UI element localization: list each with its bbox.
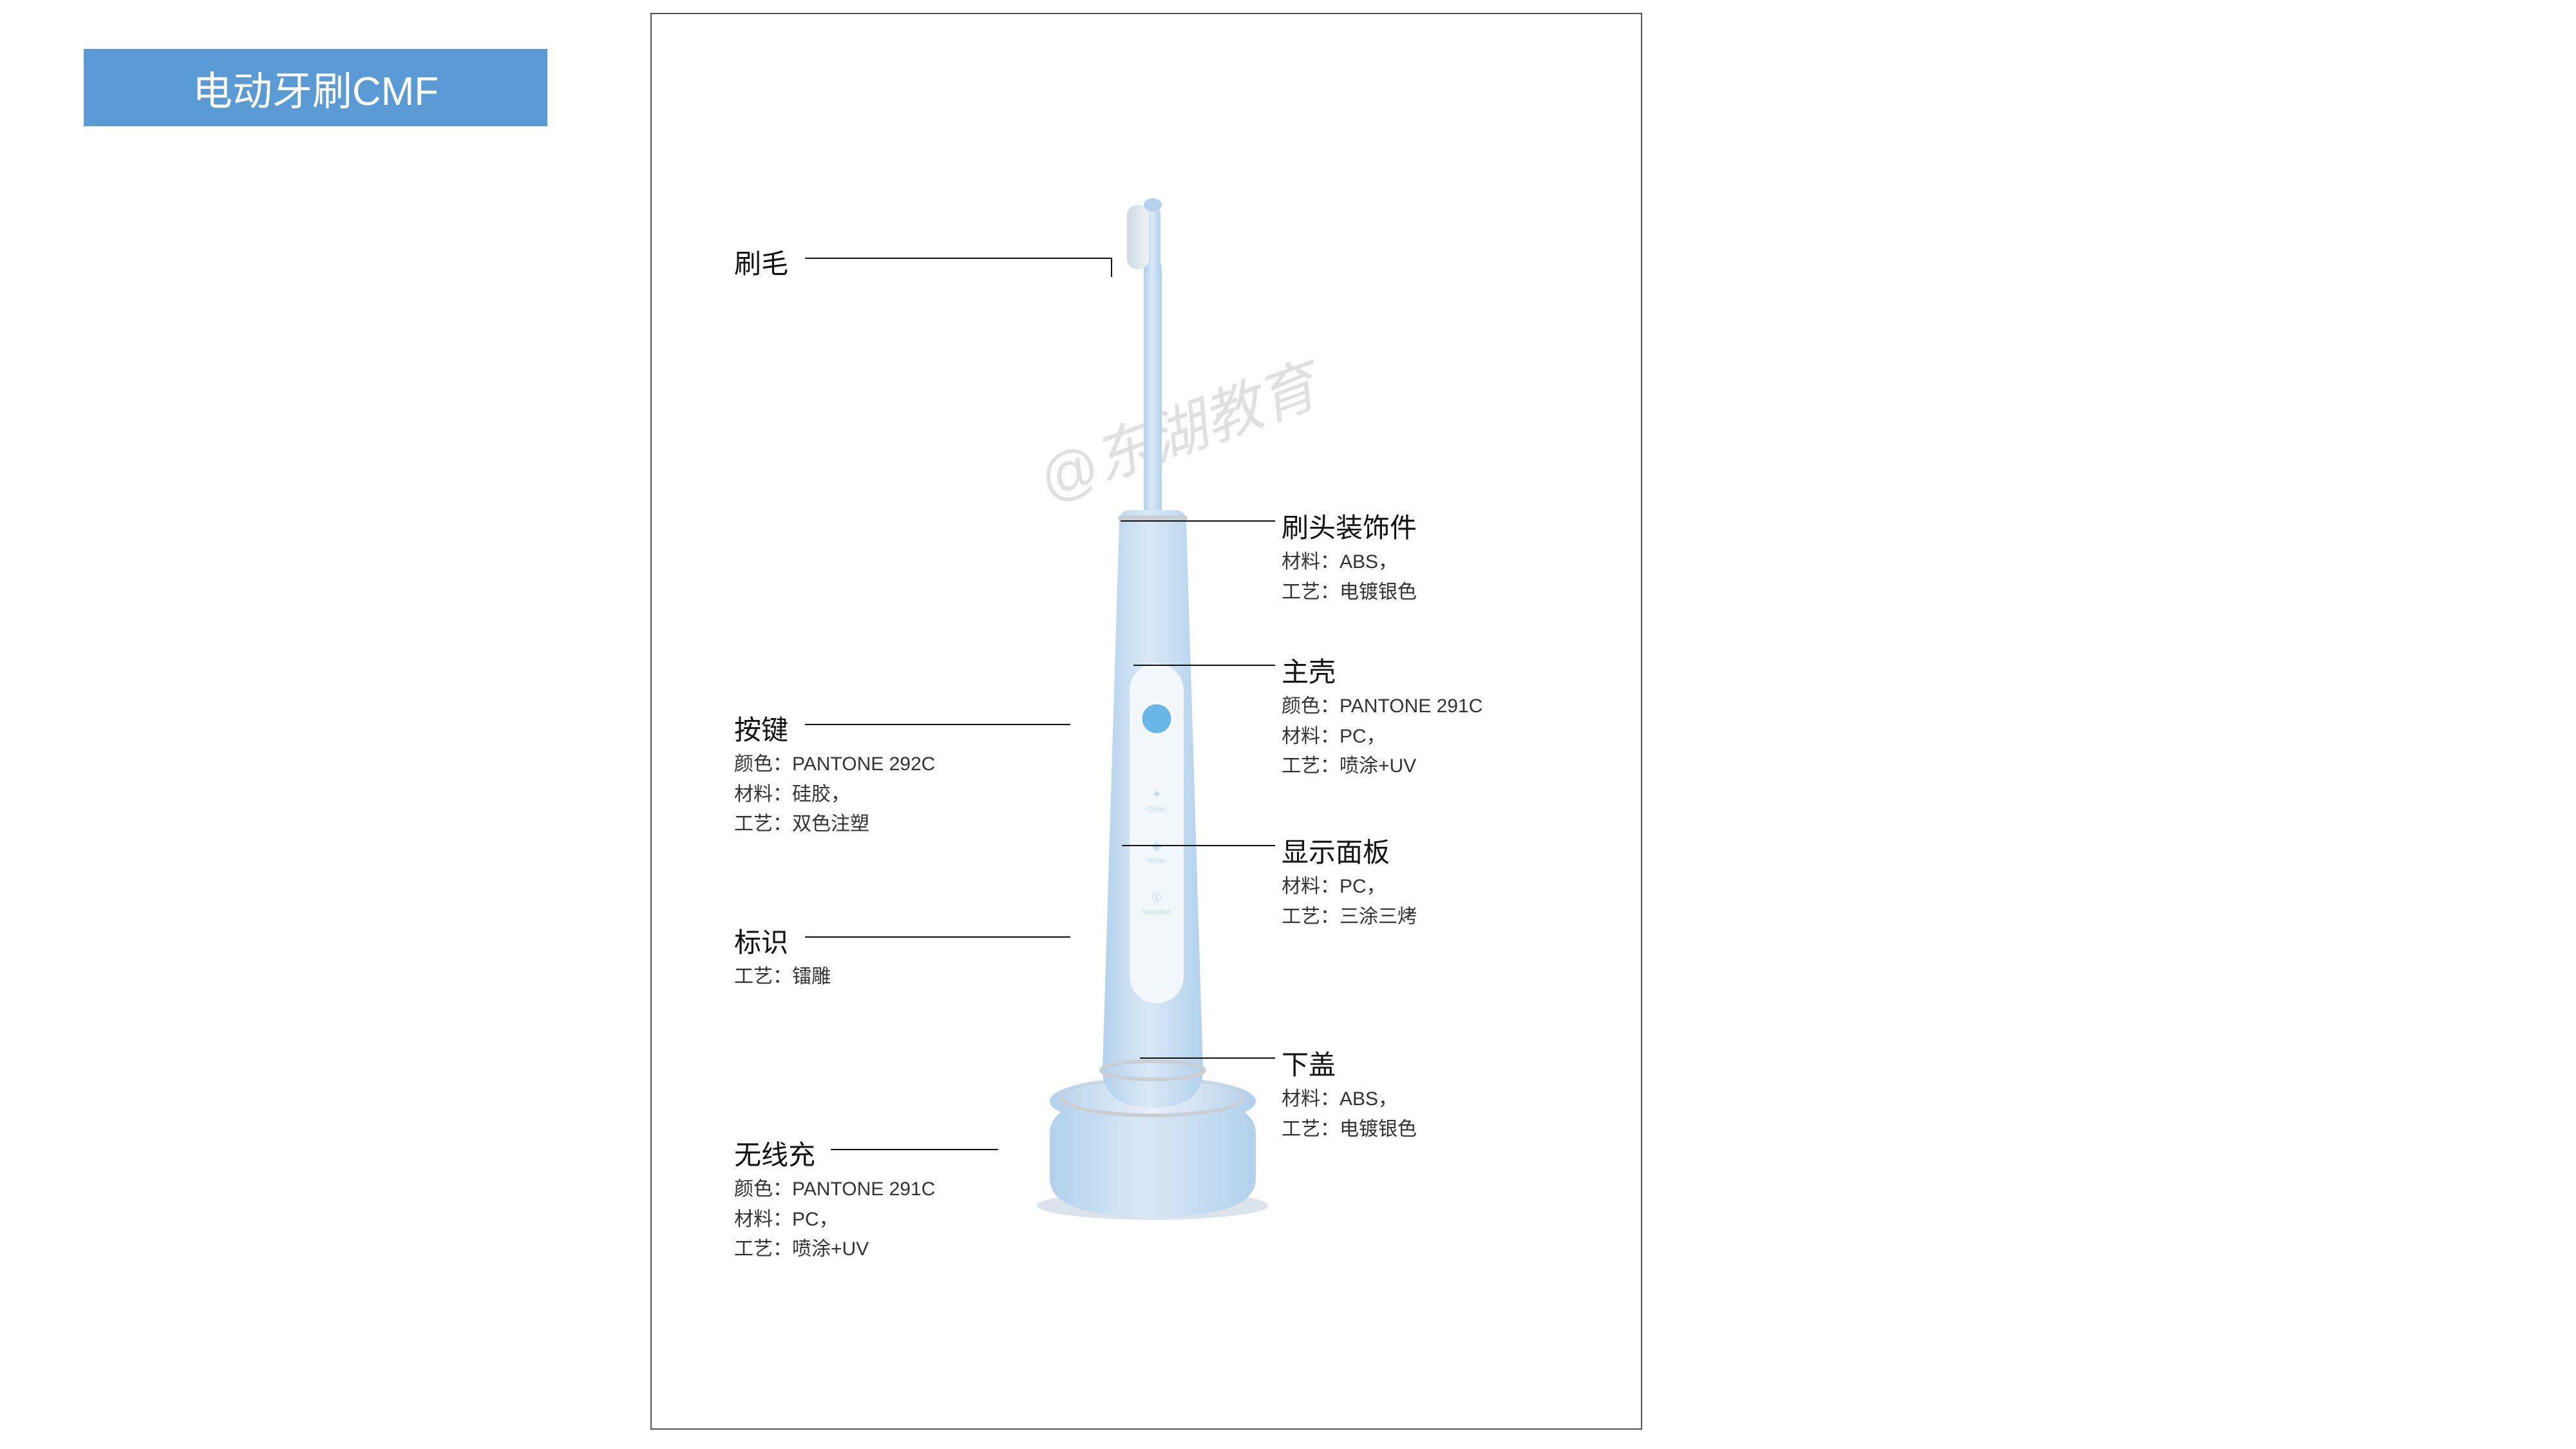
callout-detail: 工艺：电镀银色: [1282, 1117, 1417, 1143]
title-banner: 电动牙刷CMF: [84, 49, 547, 126]
svg-text:◈: ◈: [1151, 839, 1162, 853]
leader-line: [1140, 1057, 1275, 1059]
leader-line: [805, 936, 1070, 938]
leader-line: [1121, 520, 1275, 522]
callout-title: 刷头装饰件: [1282, 506, 1417, 545]
callout-shell: 主壳颜色：PANTONE 291C 材料：PC， 工艺：喷涂+UV: [1282, 650, 1482, 780]
callout-detail: 材料：ABS，: [1282, 549, 1417, 576]
callout-title: 按键: [734, 708, 935, 748]
callout-detail: 材料：PC，: [1282, 874, 1417, 900]
callout-title: 无线充: [734, 1133, 935, 1173]
leader-line: [805, 258, 1112, 259]
callout-button: 按键颜色：PANTONE 292C 材料：硅胶， 工艺：双色注塑: [734, 708, 935, 838]
callout-detail: 颜色：PANTONE 291C: [734, 1177, 935, 1203]
callout-panel: 显示面板材料：PC， 工艺：三涂三烤: [1282, 831, 1417, 930]
callout-bottom: 下盖材料：ABS， 工艺：电镀银色: [1282, 1043, 1417, 1142]
callout-logo: 标识工艺：镭雕: [734, 921, 831, 990]
stage: 电动牙刷CMF @东湖教育: [0, 0, 2576, 1449]
svg-text:Clean: Clean: [1148, 806, 1166, 813]
callout-detail: 材料：PC，: [1282, 724, 1482, 750]
callout-title: 主壳: [1282, 650, 1482, 690]
title-text: 电动牙刷CMF: [193, 59, 439, 117]
leader-line: [1122, 845, 1275, 846]
callout-wireless: 无线充颜色：PANTONE 291C 材料：PC， 工艺：喷涂+UV: [734, 1133, 935, 1263]
svg-text:⦶: ⦶: [1152, 891, 1162, 905]
svg-text:White: White: [1148, 857, 1166, 865]
callout-decor: 刷头装饰件材料：ABS， 工艺：电镀银色: [1282, 506, 1417, 605]
callout-detail: 材料：硅胶，: [734, 782, 935, 808]
svg-text:✦: ✦: [1151, 788, 1162, 802]
callout-title: 下盖: [1282, 1043, 1417, 1083]
leader-line: [1111, 258, 1112, 277]
callout-detail: 工艺：喷涂+UV: [1282, 753, 1482, 780]
leader-line: [1133, 665, 1275, 666]
callout-detail: 颜色：PANTONE 292C: [734, 752, 935, 778]
product-illustration: ✦ Clean ◈ White ⦶ Sensitive: [1030, 129, 1275, 1236]
leader-line: [831, 1149, 998, 1150]
callout-detail: 工艺：电镀银色: [1282, 580, 1417, 606]
callout-title: 标识: [734, 921, 831, 960]
callout-detail: 工艺：双色注塑: [734, 811, 935, 838]
svg-text:Sensitive: Sensitive: [1142, 909, 1171, 916]
callout-detail: 工艺：镭雕: [734, 964, 831, 990]
callout-detail: 材料：ABS，: [1282, 1086, 1417, 1113]
callout-title: 刷毛: [734, 242, 788, 281]
callout-bristles: 刷毛: [734, 242, 788, 281]
callout-detail: 工艺：喷涂+UV: [734, 1236, 935, 1263]
callout-title: 显示面板: [1282, 831, 1417, 870]
callout-detail: 材料：PC，: [734, 1207, 935, 1233]
callout-detail: 工艺：三涂三烤: [1282, 904, 1417, 931]
callout-detail: 颜色：PANTONE 291C: [1282, 694, 1482, 720]
leader-line: [805, 724, 1070, 725]
